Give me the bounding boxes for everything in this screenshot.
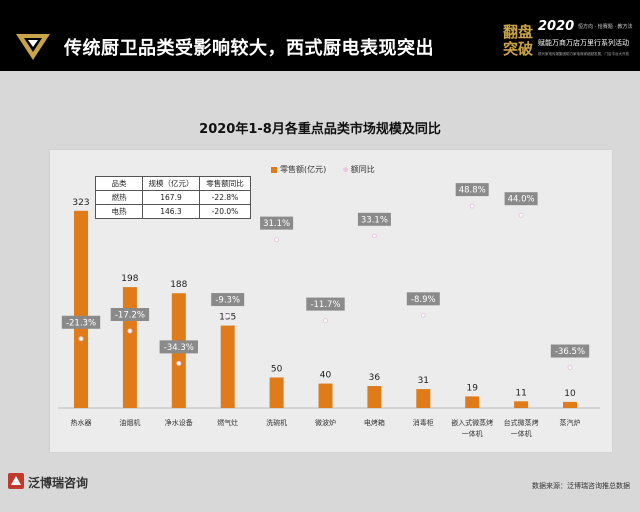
data-source: 数据来源：泛博瑞咨询推总数据 [532,482,630,490]
inset-header-cell: 规模（亿元） [142,176,200,191]
x-tick-label-8-line2: 一体机 [462,429,483,438]
bar-value-label-10: 10 [564,389,576,399]
bar-value-label-5: 40 [320,371,332,381]
yoy-label-box-4 [260,216,294,230]
bar-6 [367,386,382,408]
bar-value-label-4: 50 [271,364,283,374]
bar-value-label-9: 11 [515,388,526,398]
yoy-point-9 [518,212,524,218]
yoy-label-box-6 [357,212,391,226]
yoy-point-2 [176,360,182,366]
x-tick-label-3: 燃气灶 [217,418,238,427]
bar-value-label-7: 31 [418,376,429,386]
yoy-value-label-2: -34.3% [164,343,194,353]
x-tick-label-7: 消毒柜 [413,418,434,427]
legend-label-sales: 零售额(亿元) [280,165,327,174]
yoy-value-label-5: -11.7% [310,300,340,310]
yoy-point-5 [323,318,328,324]
yoy-point-7 [420,312,426,318]
yoy-label-box-3 [211,293,245,307]
x-tick-label-8: 嵌入式微蒸烤 [451,418,493,427]
x-tick-label-6: 电烤箱 [364,418,385,427]
table-cell: -22.8% [199,190,251,205]
yoy-value-label-3: -9.3% [215,296,240,306]
brand-calligraphy-logo: 翻盘突破 [502,23,533,58]
yoy-value-label-9: 44.0% [508,195,535,205]
table-row: 电热 146.3 -20.0% [95,204,251,219]
bar-7 [416,389,431,408]
x-tick-label-10: 蒸汽炉 [560,418,581,427]
inset-header-cell: 品类 [95,176,143,191]
yoy-label-box-2 [159,340,198,354]
legend-label-yoy: 额同比 [350,165,375,174]
x-tick-label-4: 洗碗机 [266,418,287,427]
table-cell: -20.0% [199,204,251,219]
yoy-point-6 [371,233,377,239]
x-tick-label-9-line2: 一体机 [511,429,532,438]
legend-swatch-sales [271,166,277,173]
brand-year: 2020 [538,19,575,34]
bar-1 [122,287,137,408]
x-tick-label-9: 台式微蒸烤 [504,418,539,427]
bar-0 [74,210,88,408]
yoy-label-box-9 [504,192,538,206]
yoy-point-10 [567,365,573,371]
yoy-label-box-8 [455,183,489,197]
table-cell: 167.9 [142,190,200,205]
footer-brand: 泛博瑞咨询 [28,476,89,490]
yoy-value-label-10: -36.5% [555,347,585,357]
inset-table-header: 品类 规模（亿元） 零售额同比 [95,176,251,191]
inset-table: 品类 规模（亿元） 零售额同比 燃热 167.9 -22.8% 电热 146.3… [95,176,251,219]
yoy-label-box-5 [306,297,345,311]
yoy-value-label-1: -17.2% [115,311,145,321]
yoy-value-label-8: 48.8% [459,186,486,196]
bar-value-label-0: 323 [72,198,89,208]
bar-5 [318,383,333,408]
yoy-value-label-6: 33.1% [361,215,388,225]
bar-value-label-2: 188 [170,280,187,290]
x-tick-label-5: 微波炉 [315,418,336,427]
yoy-label-box-0 [61,315,101,329]
brand-tags: 恒方向 · 恰赛题 · 教方法 [578,24,633,30]
bar-4 [269,377,284,408]
chart-legend: 零售额(亿元) 额同比 [271,164,375,175]
yoy-value-label-7: -8.9% [411,295,436,305]
table-cell: 电热 [95,204,143,219]
table-cell: 燃热 [95,190,143,205]
bar-3 [220,325,235,408]
brand-triangle-logo-icon [16,34,50,60]
yoy-value-label-0: -21.3% [66,318,96,328]
chart-title: 2020年1-8月各重点品类市场规模及同比 [199,122,441,137]
bar-value-label-1: 198 [121,274,138,284]
x-tick-label-2: 净水设备 [165,418,193,427]
bar-10 [563,401,577,408]
yoy-point-0 [78,336,84,342]
table-cell: 146.3 [142,204,200,219]
legend-swatch-yoy [342,167,348,172]
x-tick-label-0: 热水器 [71,418,92,427]
brand-event: 赋能万商万店万里行系列活动 [538,39,629,47]
inset-header-cell: 零售额同比 [199,176,251,191]
table-row: 燃热 167.9 -22.8% [95,190,251,205]
x-tick-label-1: 油烟机 [119,418,140,427]
header-bar: 传统厨卫品类受影响较大，西式厨电表现突出 翻盘突破 2020 恒方向 · 恰赛题… [0,0,640,71]
yoy-label-box-7 [406,292,440,306]
bar-9 [514,401,529,408]
yoy-point-3 [225,313,231,319]
bar-value-label-8: 19 [466,383,478,393]
yoy-label-box-1 [110,308,150,322]
yoy-point-1 [127,328,133,334]
footer-logo-icon [8,473,24,489]
yoy-value-label-4: 31.1% [263,219,290,229]
brand-subline: 现代家电传媒集团助力家电商家超越发展，门店平台大开放 [538,52,629,56]
yoy-point-4 [274,237,280,243]
bar-value-label-6: 36 [369,373,381,383]
page-title: 传统厨卫品类受影响较大，西式厨电表现突出 [64,38,434,59]
bar-8 [465,396,480,408]
yoy-point-8 [469,203,475,209]
yoy-label-box-10 [550,344,590,358]
